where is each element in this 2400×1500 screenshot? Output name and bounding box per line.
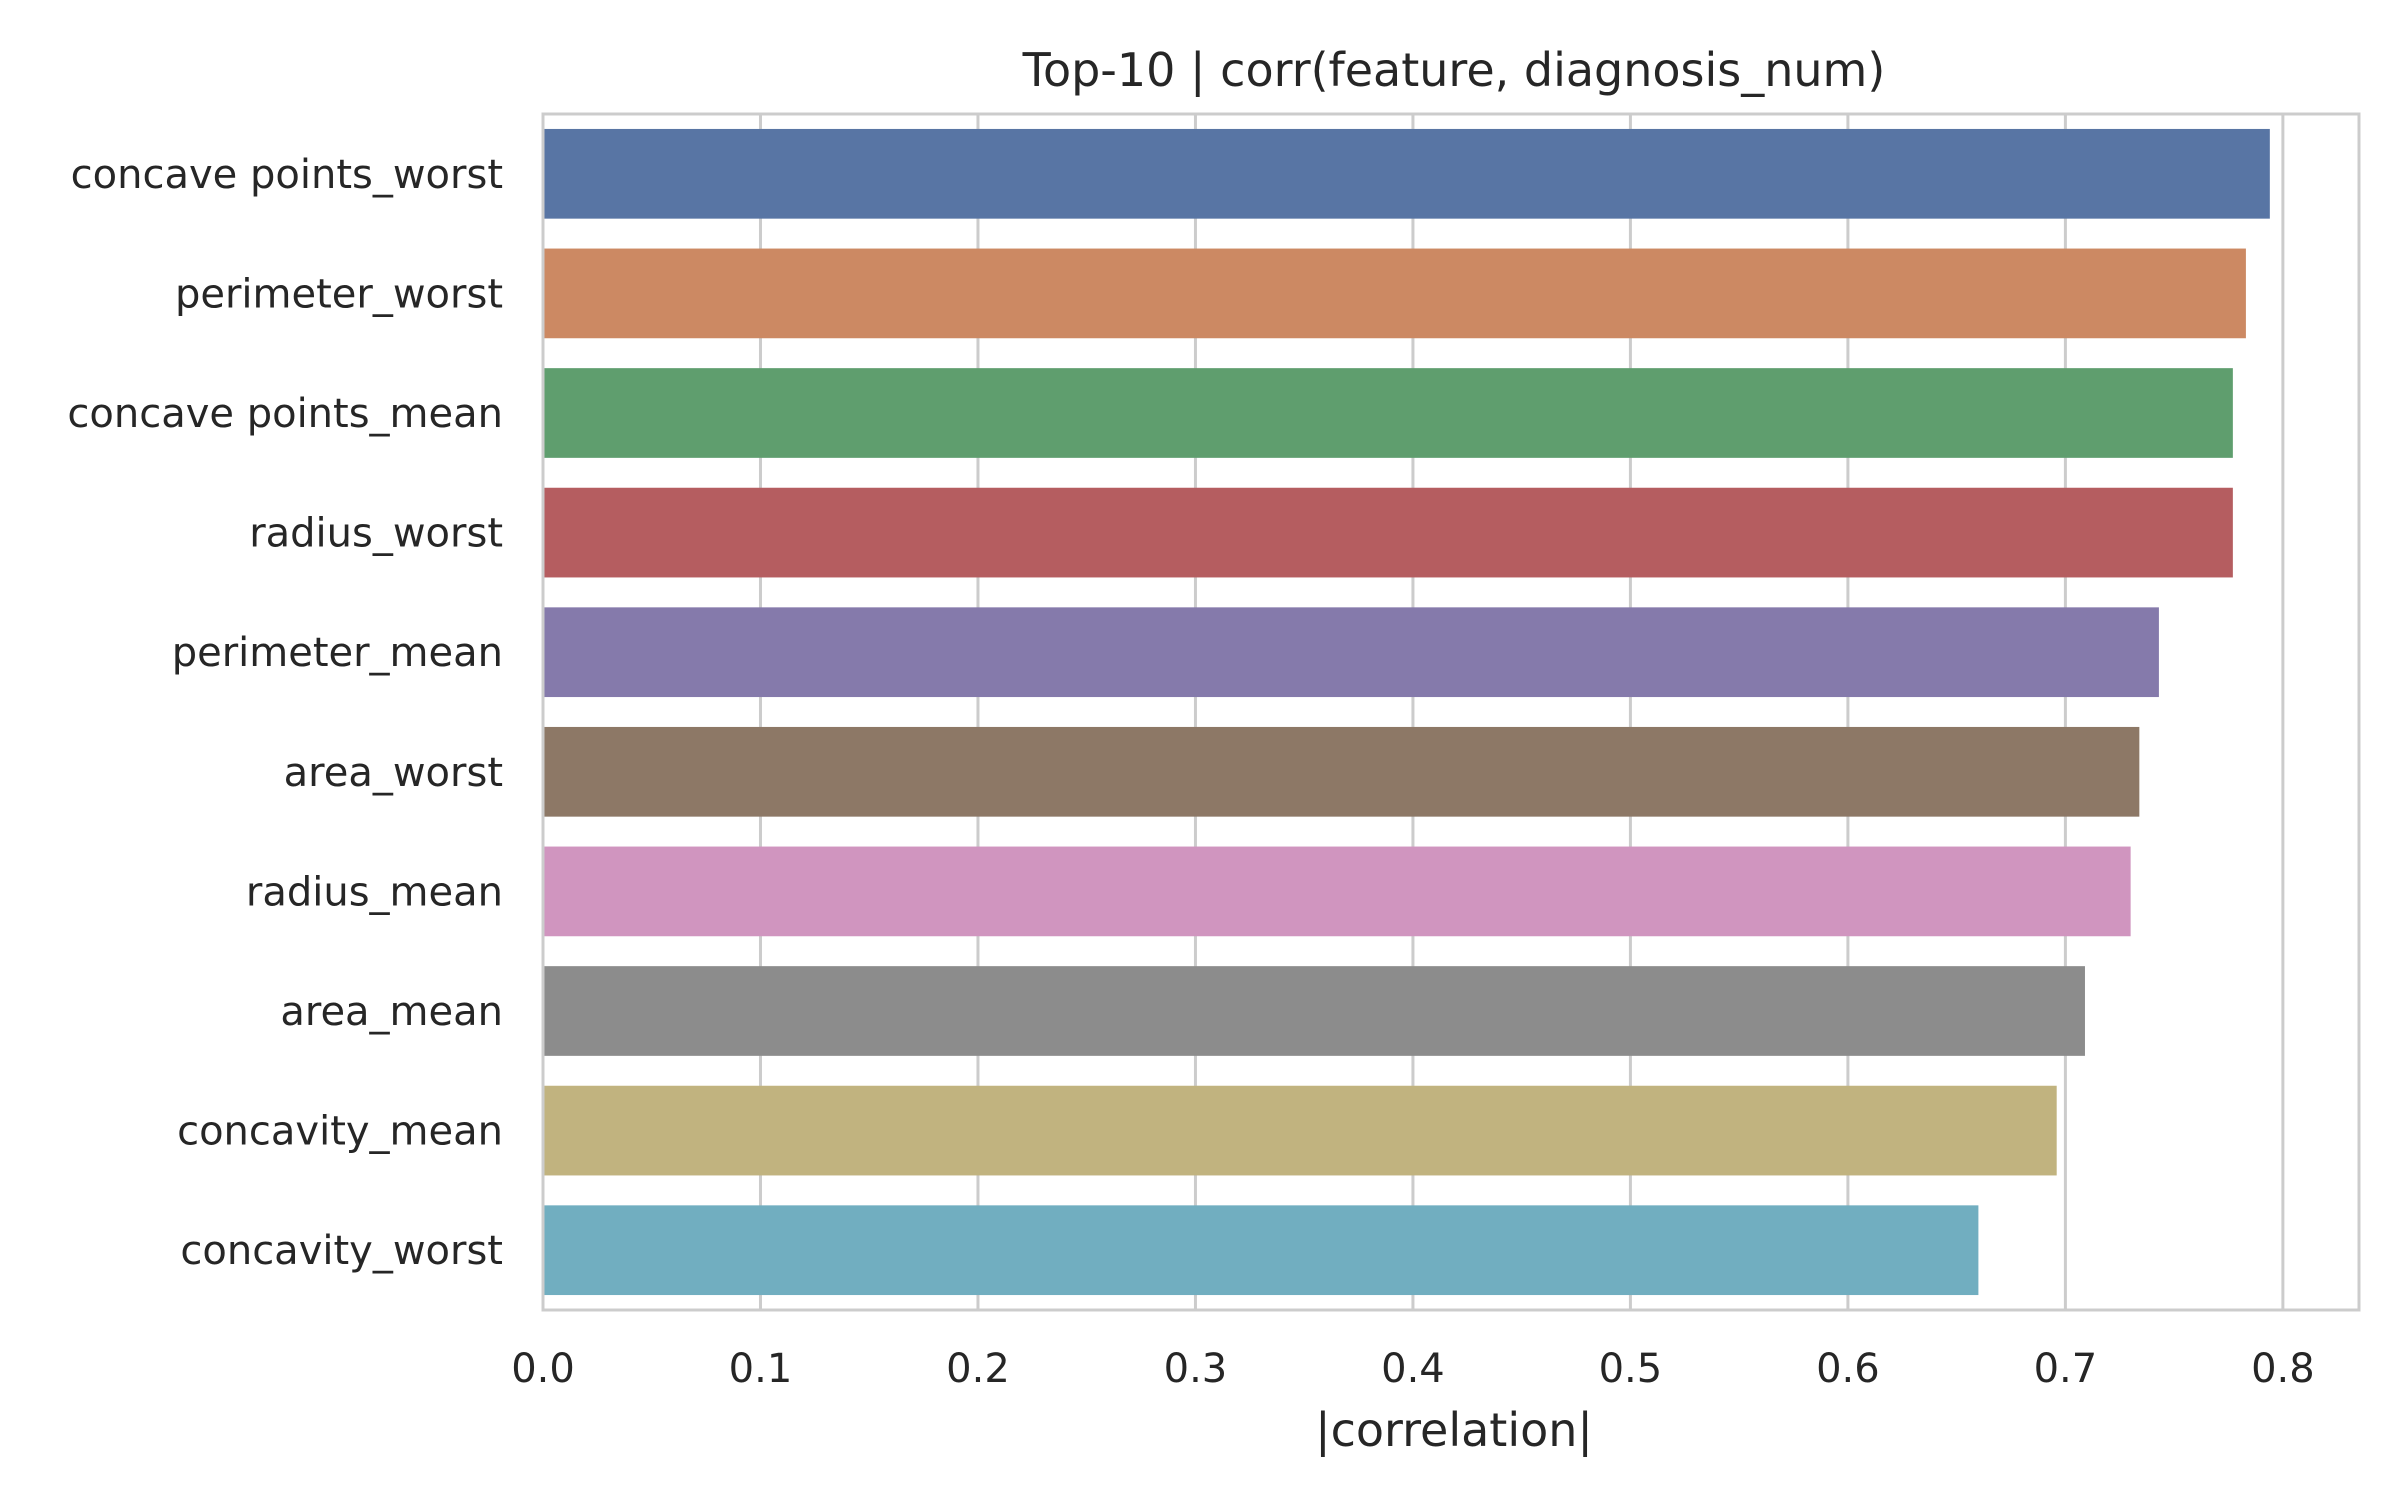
y-tick-label: perimeter_worst xyxy=(175,271,503,317)
bar xyxy=(543,1085,2057,1176)
x-tick-label: 0.4 xyxy=(1381,1346,1445,1392)
bar xyxy=(543,966,2085,1056)
y-tick-labels: concave points_worst perimeter_worstconca… xyxy=(67,152,503,1274)
y-tick-label: area_mean xyxy=(280,989,503,1035)
y-tick-label: concavity_mean xyxy=(177,1109,503,1155)
x-tick-label: 0.0 xyxy=(511,1346,575,1392)
y-tick-label: area_worst xyxy=(284,750,503,796)
bar xyxy=(543,487,2233,578)
chart-title: Top-10 | corr(feature, diagnosis_num) xyxy=(1022,43,1886,98)
bar xyxy=(543,1205,1979,1296)
x-tick-label: 0.8 xyxy=(2251,1346,2315,1392)
plot-frame xyxy=(541,112,2361,1312)
bars xyxy=(543,128,2270,1296)
x-tick-label: 0.5 xyxy=(1599,1346,1663,1392)
bar xyxy=(543,726,2140,817)
bar xyxy=(543,248,2246,339)
y-tick-label: perimeter_mean xyxy=(172,630,503,676)
bar xyxy=(543,128,2270,219)
x-tick-label: 0.1 xyxy=(729,1346,793,1392)
y-tick-label: concave points_worst xyxy=(71,152,503,198)
x-tick-labels: 0.0 0.1 0.2 0.3 0.4 0.5 0.6 0.7 0.8 xyxy=(511,1346,2315,1392)
bar xyxy=(543,846,2131,937)
y-tick-label: concave points_mean xyxy=(67,391,503,437)
x-tick-label: 0.7 xyxy=(2034,1346,2098,1392)
bar xyxy=(543,607,2159,698)
bar xyxy=(543,368,2233,458)
y-tick-label: concavity_worst xyxy=(180,1228,503,1274)
x-tick-label: 0.6 xyxy=(1816,1346,1880,1392)
x-tick-label: 0.3 xyxy=(1164,1346,1228,1392)
y-tick-label: radius_mean xyxy=(246,869,503,915)
x-axis-label: |correlation| xyxy=(1315,1403,1593,1458)
x-tick-label: 0.2 xyxy=(946,1346,1010,1392)
y-tick-label: radius_worst xyxy=(249,511,503,557)
